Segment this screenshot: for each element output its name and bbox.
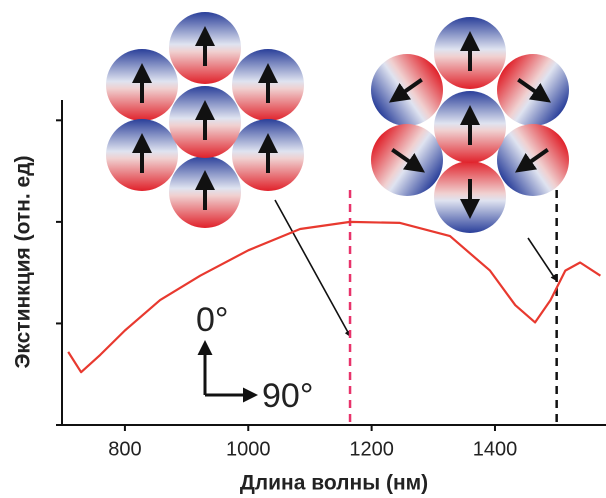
chart: 0° 90° Длина волны (нм) Экстинкция (отн.… xyxy=(0,0,606,498)
annotation: 0° xyxy=(196,301,229,339)
pointer-arrow xyxy=(275,200,350,336)
x-axis-title: Длина волны (нм) xyxy=(240,472,428,495)
x-tick-label: 1400 xyxy=(473,438,518,460)
x-tick-label: 800 xyxy=(108,438,141,460)
sphere-clusters xyxy=(106,12,569,233)
x-tick-label: 1000 xyxy=(226,438,271,460)
pointer-arrow xyxy=(528,238,556,280)
data-line xyxy=(68,222,600,372)
x-tick-label: 1200 xyxy=(349,438,394,460)
y-axis-title: Экстинкция (отн. ед) xyxy=(12,155,35,368)
annotation: 90° xyxy=(262,377,313,415)
